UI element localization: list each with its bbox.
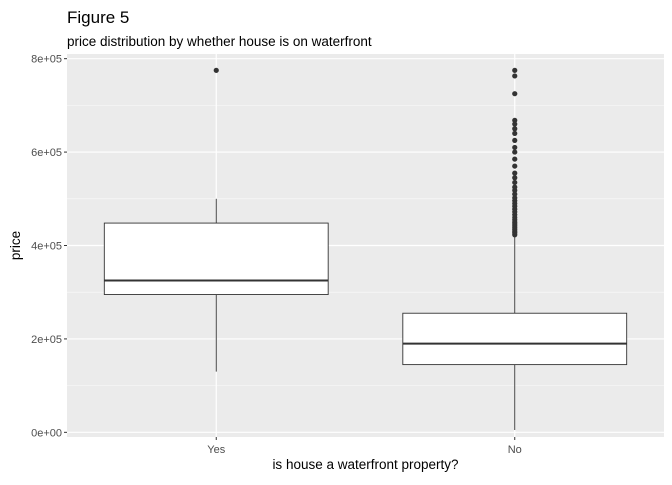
outlier-point bbox=[512, 130, 518, 137]
chart-title: Figure 5 bbox=[67, 8, 129, 27]
y-tick-label: 6e+05 bbox=[31, 147, 62, 159]
outlier-point bbox=[512, 117, 518, 123]
outlier-point bbox=[213, 67, 219, 73]
outlier-point bbox=[512, 144, 518, 151]
y-axis: 0e+00 2e+05 4e+05 6e+05 8e+05 bbox=[31, 54, 67, 439]
outlier-point bbox=[512, 163, 518, 169]
outlier-point bbox=[512, 149, 518, 155]
outlier-point bbox=[512, 91, 518, 97]
outlier-point bbox=[512, 175, 518, 181]
outlier-point bbox=[512, 179, 518, 186]
x-tick-label: No bbox=[508, 444, 522, 456]
outlier-point bbox=[512, 126, 518, 132]
x-tick-label: Yes bbox=[207, 444, 225, 456]
y-tick-label: 8e+05 bbox=[31, 54, 62, 66]
box-yes bbox=[103, 67, 329, 372]
outlier-point bbox=[512, 121, 518, 127]
outlier-point bbox=[512, 156, 518, 162]
box-layer bbox=[103, 67, 628, 430]
y-tick-label: 4e+05 bbox=[31, 241, 62, 253]
y-tick-label: 2e+05 bbox=[31, 334, 62, 346]
iqr-box bbox=[402, 312, 628, 366]
outlier-point bbox=[512, 195, 518, 201]
outlier-point bbox=[512, 67, 518, 73]
x-axis-label: is house a waterfront property? bbox=[272, 457, 458, 472]
iqr-box bbox=[103, 222, 329, 295]
outlier-point bbox=[512, 73, 518, 79]
box-no bbox=[402, 67, 628, 430]
x-axis: Yes No bbox=[207, 437, 522, 456]
outlier-point bbox=[512, 137, 518, 144]
y-axis-label: price bbox=[8, 231, 23, 260]
outlier-point bbox=[512, 170, 518, 176]
y-tick-label: 0e+00 bbox=[31, 427, 62, 439]
outlier-point bbox=[512, 184, 518, 190]
chart-subtitle: price distribution by whether house is o… bbox=[67, 34, 372, 49]
outlier-point bbox=[512, 191, 518, 197]
